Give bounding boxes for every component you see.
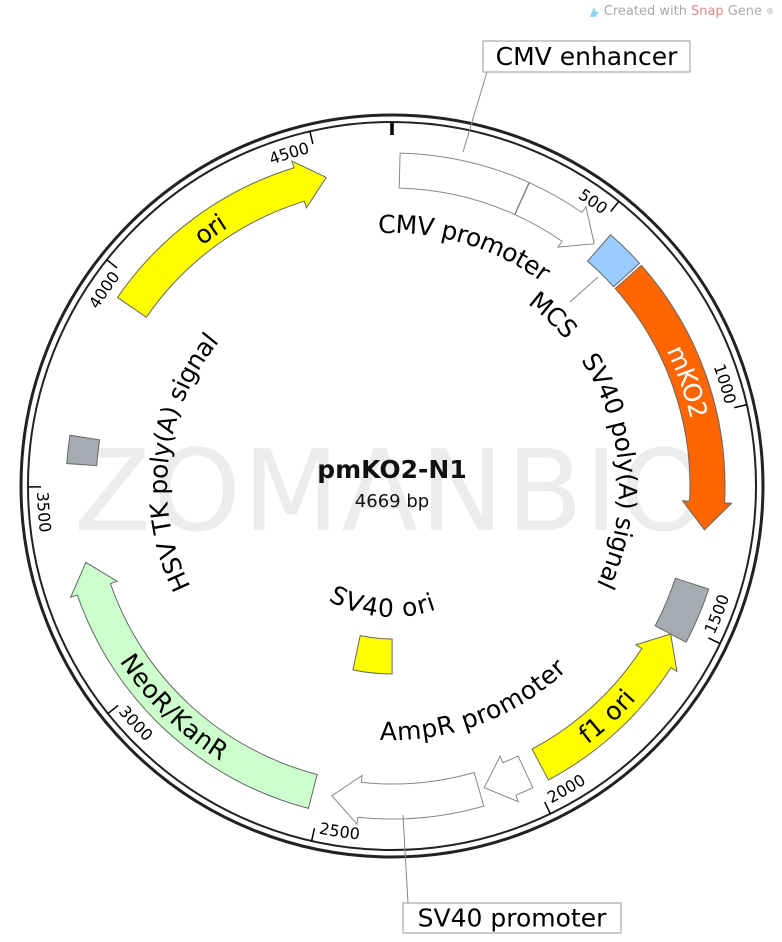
tick-mark-4500 [309, 131, 314, 145]
feature-ampr-promoter[interactable] [483, 754, 534, 803]
credit-prefix: Created with [603, 4, 687, 19]
feature-cmv-promoter[interactable] [514, 181, 595, 248]
watermark: ZOMANBIO [74, 427, 710, 557]
feature-sv40-poly-a-signal[interactable] [654, 577, 710, 643]
tick-label-4000: 4000 [85, 267, 124, 311]
backbone-outer-ring [19, 113, 765, 859]
tick-label-4000-text: 4000 [85, 267, 124, 311]
credit-brand-snap: Snap [690, 4, 724, 19]
tick-mark-1000 [733, 404, 747, 409]
label-mcs: MCS [524, 285, 584, 343]
feature-neor-kanr[interactable] [69, 561, 318, 809]
label-mcs-text: MCS [524, 285, 584, 343]
snapgene-logo-icon [589, 6, 599, 17]
feature-ori[interactable] [116, 160, 327, 318]
callout-label: CMV enhancer [496, 42, 678, 71]
callout-cmv-enhancer[interactable]: CMV enhancer [462, 40, 691, 153]
label-ampr-promoter: AmpR promoter [380, 652, 572, 746]
label-sv40-ori: SV40 ori [325, 579, 438, 622]
callout-box [402, 902, 622, 934]
features-layer [66, 152, 733, 826]
backbone [19, 113, 765, 859]
callout-sv40-promoter[interactable]: SV40 promoter [402, 814, 622, 934]
feature-sv40-promoter[interactable] [331, 771, 485, 826]
tick-mark-4000 [106, 259, 118, 269]
tick-mark-500 [610, 200, 620, 212]
credit-brand-gene: Gene [727, 4, 762, 19]
feature-sv40-ori[interactable] [352, 635, 393, 675]
plasmid-length: 4669 bp [355, 491, 429, 512]
callout-line [402, 814, 409, 904]
mcs-leader-line [569, 276, 599, 303]
callout-label: SV40 promoter [418, 904, 607, 933]
feature-hsv-tk-poly-a-signal[interactable] [66, 434, 101, 467]
feature-f1-ori[interactable] [531, 633, 678, 781]
tick-label-3500-text: 3500 [34, 491, 56, 533]
tick-mark-2000 [544, 801, 552, 815]
feature-mcs[interactable] [586, 234, 641, 288]
snapgene-credit: Created with Snap Gene ® [588, 4, 774, 19]
feature-mko2[interactable] [614, 264, 733, 531]
feature-cmv-enhancer[interactable] [398, 152, 530, 216]
tick-mark-1500 [708, 637, 721, 645]
plasmid-name: pmKO2-N1 [317, 455, 467, 484]
callout-line [462, 71, 488, 153]
tick-label-3500: 3500 [34, 491, 56, 533]
label-sv40-ori-text: SV40 ori [325, 579, 438, 622]
feature-divider [514, 182, 530, 215]
callout-box [482, 40, 691, 73]
tick-mark-3000 [107, 704, 119, 715]
credit-mark: ® [766, 7, 774, 16]
tick-mark-2500 [310, 828, 316, 842]
label-ampr-promoter-text: AmpR promoter [380, 652, 572, 746]
